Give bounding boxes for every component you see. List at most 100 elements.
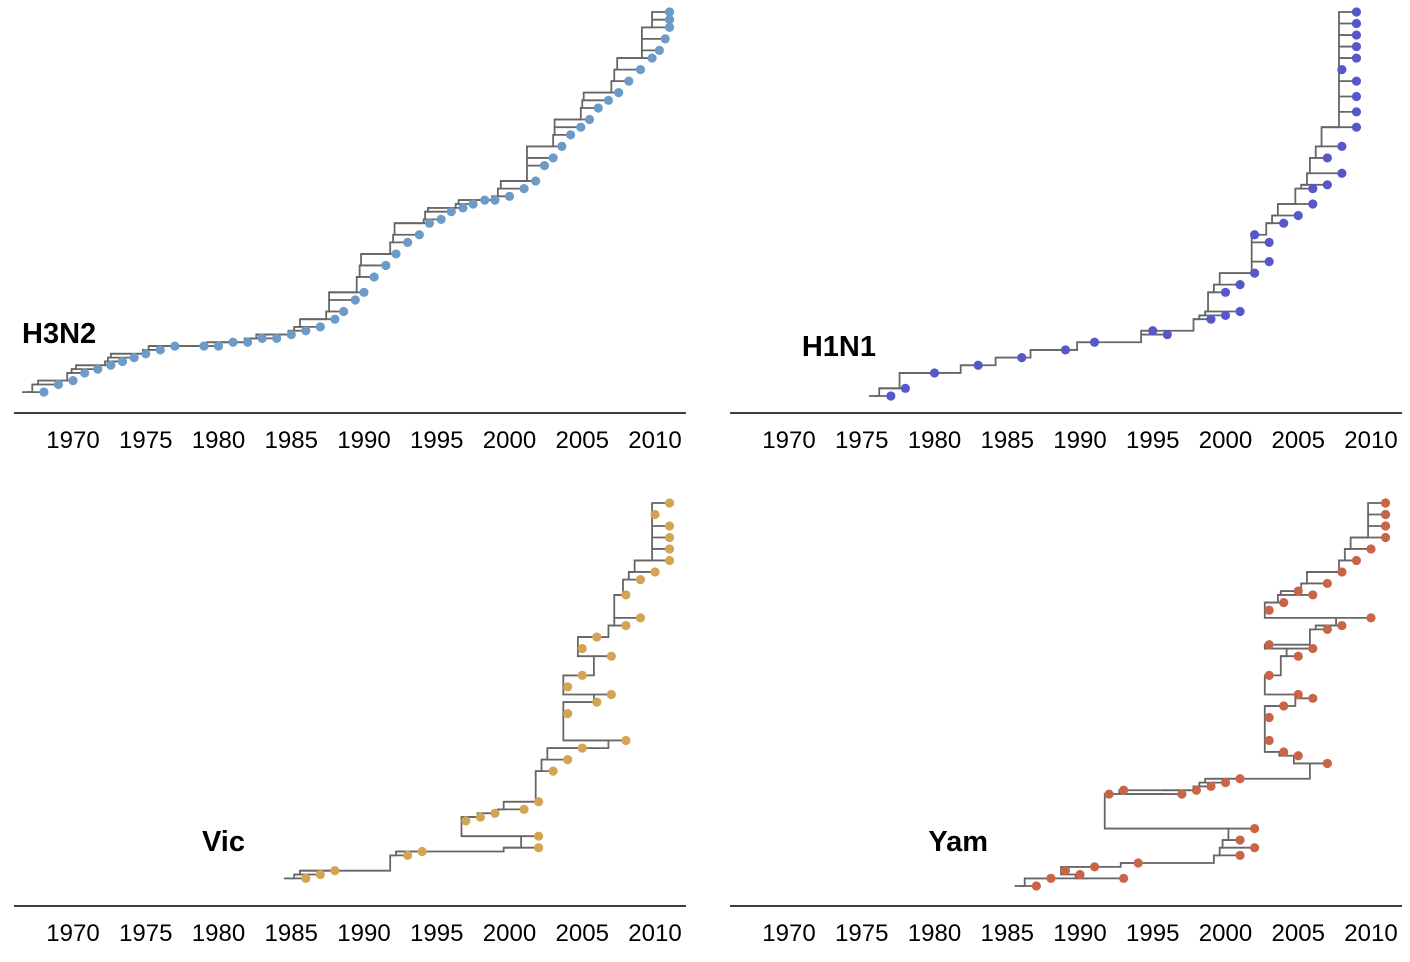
x-tick-label: 1995	[1126, 427, 1179, 454]
tree-branch	[1264, 628, 1328, 646]
tree-branch	[256, 329, 306, 336]
x-tick-label: 2000	[483, 920, 536, 947]
tip-marker	[330, 866, 340, 876]
tip-marker	[1380, 532, 1391, 543]
tip-marker	[93, 364, 103, 374]
panel-label: Vic	[202, 826, 245, 858]
tree-branch	[1219, 260, 1270, 275]
x-tick-label: 1975	[835, 920, 888, 947]
tip-marker	[1235, 850, 1245, 860]
tip-marker	[1119, 785, 1129, 795]
tree-branch	[1264, 594, 1313, 604]
tip-marker	[664, 7, 675, 17]
tip-marker	[534, 831, 544, 841]
tip-marker	[228, 337, 238, 347]
x-tick-label: 1975	[835, 427, 888, 454]
tree-branch	[554, 107, 599, 121]
tree-branch	[628, 559, 670, 573]
x-tick-label: 1995	[410, 920, 463, 947]
tree-branch	[651, 11, 670, 20]
tip-marker	[566, 130, 576, 140]
tree-branch	[1263, 609, 1337, 619]
x-tick-label: 2010	[1344, 427, 1397, 454]
x-tick-label: 1970	[762, 427, 815, 454]
tree-branch	[1315, 126, 1357, 148]
tree-branch	[423, 210, 452, 221]
tip-marker	[170, 341, 180, 351]
tree-branch	[294, 318, 335, 328]
tree-branch	[1213, 272, 1255, 286]
tree-branch	[394, 218, 442, 225]
tip-marker	[1264, 605, 1274, 615]
tree-branch	[1205, 762, 1328, 780]
tip-marker	[1279, 701, 1289, 711]
tip-marker	[1060, 345, 1071, 355]
tip-marker	[548, 766, 558, 776]
tip-marker	[1148, 326, 1158, 336]
x-tick-label: 1990	[1053, 920, 1106, 947]
tree-branch	[1350, 525, 1386, 539]
tree-branch	[1277, 187, 1313, 205]
tip-marker	[664, 15, 675, 25]
tip-marker	[1308, 693, 1318, 703]
tip-marker	[1366, 544, 1376, 554]
tip-marker	[1220, 287, 1231, 297]
tip-marker	[664, 532, 675, 543]
tip-marker	[141, 349, 151, 359]
tip-marker	[1133, 858, 1143, 868]
tip-marker	[664, 498, 675, 508]
tree-branch	[1321, 110, 1357, 129]
tree-branch	[535, 758, 568, 772]
tip-marker	[1162, 329, 1172, 340]
tip-marker	[563, 755, 573, 765]
tip-marker	[1264, 640, 1274, 650]
tip-marker	[106, 360, 116, 370]
tip-marker	[1279, 218, 1289, 228]
tip-marker	[584, 114, 595, 125]
tip-marker	[1308, 590, 1318, 600]
tip-marker	[301, 873, 311, 883]
tree-branch	[553, 126, 581, 136]
tip-marker	[664, 555, 675, 566]
tree-branch	[563, 693, 612, 704]
tip-marker	[1351, 76, 1362, 86]
tree-branch	[582, 91, 619, 102]
tip-marker	[1031, 881, 1041, 891]
tip-marker	[664, 22, 675, 32]
x-tick-label: 2005	[556, 920, 609, 947]
tip-marker	[199, 341, 209, 351]
tree-branch	[1338, 11, 1357, 24]
tip-marker	[1206, 781, 1216, 792]
x-tick-label: 1990	[337, 920, 390, 947]
tip-marker	[635, 613, 646, 623]
tree-branch	[1264, 697, 1313, 707]
tree-branch	[641, 18, 670, 29]
x-tick-label: 1980	[192, 427, 245, 454]
tree-branch	[583, 80, 629, 94]
tip-marker	[475, 812, 485, 822]
tree-branch	[634, 548, 670, 562]
tree-branch	[614, 578, 641, 596]
tip-marker	[606, 689, 616, 700]
tree-branch	[299, 310, 344, 321]
tree-branch	[390, 233, 420, 244]
tree-branch	[1301, 571, 1342, 585]
tree-branch	[960, 356, 1022, 367]
tip-marker	[1293, 751, 1303, 761]
tree-branch	[1219, 839, 1241, 849]
tip-marker	[1293, 651, 1303, 661]
tip-marker	[563, 682, 573, 692]
tip-marker	[519, 184, 529, 194]
tree-branch	[611, 68, 641, 83]
tip-marker	[286, 329, 296, 340]
x-tick-label: 1990	[337, 427, 390, 454]
tip-marker	[654, 45, 664, 56]
x-tick-label: 1980	[908, 427, 961, 454]
tip-marker	[490, 808, 500, 818]
tip-marker	[1337, 168, 1347, 178]
panel-h3n2: 1970 1975 1980 1985 1990 1995 2000 2005 2010 H3N2	[14, 7, 686, 454]
x-tick-label: 1985	[981, 920, 1034, 947]
tree-branch	[503, 770, 554, 803]
tip-markers	[39, 7, 675, 397]
